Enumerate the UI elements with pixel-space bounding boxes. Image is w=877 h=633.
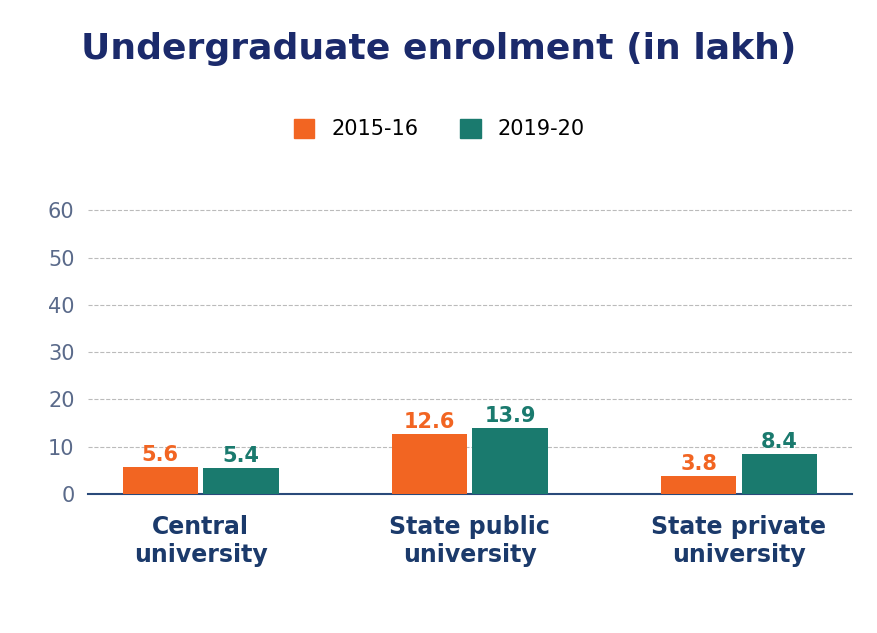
Bar — [391, 434, 467, 494]
Bar — [123, 467, 197, 494]
Text: 13.9: 13.9 — [484, 406, 535, 426]
Text: 12.6: 12.6 — [403, 412, 454, 432]
Text: 5.4: 5.4 — [222, 446, 259, 467]
Bar — [741, 454, 816, 494]
Text: Undergraduate enrolment (in lakh): Undergraduate enrolment (in lakh) — [82, 32, 795, 66]
Bar — [660, 476, 735, 494]
Text: 5.6: 5.6 — [141, 446, 179, 465]
Text: 3.8: 3.8 — [680, 454, 717, 474]
Bar — [472, 428, 547, 494]
Legend: 2015-16, 2019-20: 2015-16, 2019-20 — [282, 108, 595, 150]
Bar — [203, 468, 278, 494]
Text: 8.4: 8.4 — [760, 432, 797, 452]
